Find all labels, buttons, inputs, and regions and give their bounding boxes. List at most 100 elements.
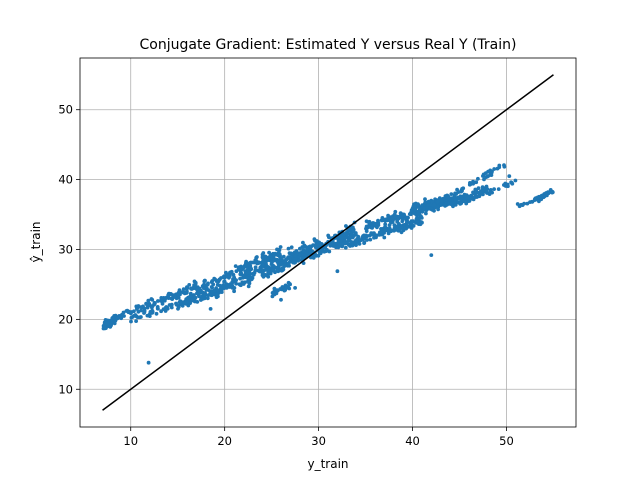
data-point [476,186,481,191]
data-point [119,315,124,320]
x-tick-label: 50 [499,434,514,448]
x-axis-label: y_train [307,457,348,471]
data-point [316,253,321,258]
data-point [185,286,190,290]
data-point [231,272,236,277]
data-point [244,264,249,269]
y-axis-label: ŷ_train [29,221,43,262]
data-point [267,250,271,255]
data-point [193,295,198,300]
data-point [129,319,133,324]
data-points [101,163,555,365]
data-point [281,267,286,272]
data-point [176,306,180,311]
data-point [241,273,246,278]
data-point [455,195,460,200]
chart-title: Conjugate Gradient: Estimated Y versus R… [140,37,517,53]
data-point [222,286,227,290]
data-point [439,199,444,203]
data-point [253,268,258,273]
data-point [353,239,358,243]
grid [80,58,576,427]
data-point [395,218,400,223]
data-point [159,309,164,314]
data-point [283,259,287,264]
data-point [215,282,220,287]
data-point [203,278,207,283]
data-point [201,296,206,301]
data-point [393,209,398,214]
data-point [343,245,348,250]
data-point [472,195,476,200]
data-point [535,195,540,200]
data-point [423,197,427,202]
data-point [248,276,253,280]
data-point [348,244,352,248]
data-point [375,225,379,230]
data-point [199,290,204,294]
data-point [293,286,297,290]
data-point [382,235,387,240]
data-point [276,265,281,270]
data-point [380,216,385,220]
data-point [184,300,189,305]
data-point [386,231,391,236]
data-point [169,305,174,310]
data-point [495,166,500,171]
data-point [399,230,404,235]
data-point [483,171,488,176]
data-point [485,187,489,192]
data-point [393,214,398,219]
data-point [335,269,340,274]
data-point [388,218,392,223]
data-point [210,279,215,283]
data-point [544,191,548,195]
data-point [289,251,294,256]
data-point [550,190,555,195]
data-point [481,192,485,197]
data-point [112,314,117,318]
data-point [149,297,154,301]
data-point [193,281,198,286]
data-point [338,239,343,243]
data-point [525,201,530,206]
data-point [253,265,258,270]
data-point [506,184,510,189]
data-point [471,179,475,184]
data-point [188,291,193,296]
data-point [449,192,454,197]
y-tick-label: 30 [58,242,73,256]
data-point [133,313,138,317]
data-point [163,307,168,312]
data-point [115,316,120,321]
data-point [302,243,307,248]
data-point [238,283,243,288]
data-point [362,241,366,246]
data-point [150,305,154,310]
data-point [225,273,230,278]
data-point [172,295,177,299]
data-point [146,360,151,365]
data-point [139,305,143,309]
data-point [249,266,254,271]
data-point [239,270,243,275]
data-point [213,277,218,282]
data-point [369,231,374,236]
data-point [474,180,479,185]
data-point [385,218,389,223]
data-point [222,279,227,284]
data-point [392,223,397,228]
data-point [507,174,512,179]
data-point [282,263,287,267]
data-point [399,215,403,220]
data-point [510,181,515,186]
y-tick-label: 40 [58,173,73,187]
data-point [293,257,298,261]
data-point [351,229,356,233]
data-point [468,182,473,187]
data-point [365,225,370,230]
data-point [328,243,333,248]
data-point [219,290,224,294]
data-point [260,271,265,275]
data-point [357,242,362,246]
